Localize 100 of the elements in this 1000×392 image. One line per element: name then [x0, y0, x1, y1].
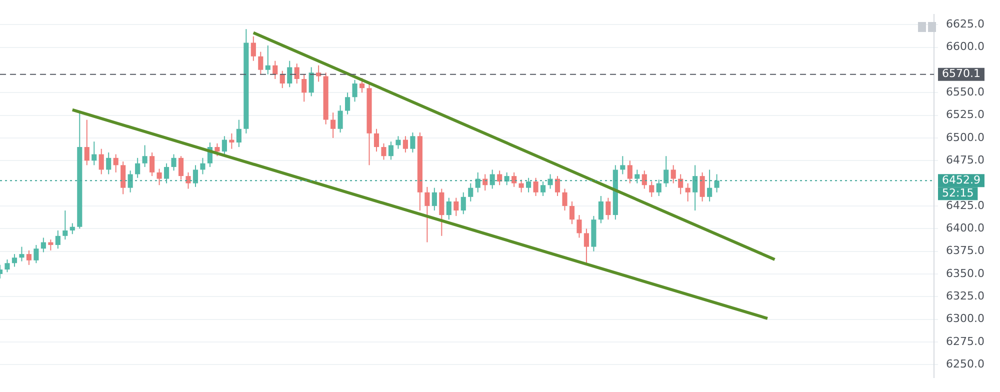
y-tick-label: 6250.0	[946, 358, 984, 371]
candlestick	[229, 132, 234, 150]
candlestick	[164, 162, 170, 184]
candlestick	[19, 246, 24, 262]
candlestick	[26, 250, 32, 266]
candlestick	[287, 60, 292, 88]
candlestick	[714, 174, 720, 193]
candlestick	[302, 74, 307, 102]
candlestick	[475, 172, 480, 193]
candlestick	[12, 254, 18, 268]
candlestick	[250, 36, 256, 62]
candlestick	[98, 148, 104, 175]
y-tick-label: 6625.0	[946, 17, 984, 30]
candlestick	[388, 141, 394, 160]
candlestick	[685, 182, 690, 202]
candlestick	[200, 157, 206, 175]
y-tick-label: 6425.0	[946, 198, 984, 212]
candlestick	[84, 119, 90, 166]
candlestick	[106, 152, 112, 175]
candlestick	[396, 136, 401, 150]
candlestick	[402, 136, 408, 153]
candlestick	[410, 132, 416, 153]
y-tick-label: 6325.0	[946, 290, 984, 303]
candlestick	[338, 104, 343, 134]
candlestick	[497, 170, 502, 186]
candlestick	[707, 169, 712, 202]
candlestick	[92, 141, 97, 166]
candlestick	[272, 60, 278, 80]
y-tick-label: 6275.0	[946, 334, 984, 348]
candlestick	[120, 161, 126, 195]
ref-line-label: 6570.1	[942, 67, 980, 80]
candlestick	[504, 172, 510, 186]
candlestick	[113, 154, 118, 173]
candlestick	[330, 112, 336, 138]
candlestick	[649, 180, 654, 198]
candlestick	[142, 144, 148, 168]
y-tick-label: 6400.0	[946, 222, 984, 235]
candlestick	[606, 197, 611, 220]
candlestick	[222, 136, 227, 157]
candlestick	[258, 51, 264, 75]
candlestick	[359, 78, 365, 94]
candlestick	[265, 44, 270, 75]
candlestick	[562, 188, 568, 212]
y-tick-label: 6375.0	[946, 244, 984, 258]
candlestick	[656, 179, 662, 196]
candlestick	[569, 200, 575, 225]
candlestick	[518, 179, 524, 193]
candlestick	[439, 188, 444, 236]
candlestick	[192, 164, 198, 188]
candlestick	[345, 92, 350, 115]
candlestick	[512, 172, 517, 188]
candlestick	[540, 180, 546, 196]
y-tick-label: 6350.0	[946, 266, 984, 280]
candlestick	[150, 152, 155, 177]
candlestick	[598, 196, 604, 224]
candlestick	[294, 63, 300, 84]
candlestick	[490, 169, 495, 190]
candlestick	[308, 66, 314, 97]
candlestick	[424, 186, 430, 243]
candlestick	[664, 156, 669, 188]
candlestick	[62, 210, 68, 240]
candlestick	[48, 239, 54, 251]
candlestick	[620, 156, 626, 175]
candlestick	[670, 164, 676, 184]
y-tick-label: 6550.0	[946, 85, 984, 98]
y-tick-label: 6300.0	[946, 312, 984, 326]
candlestick	[627, 160, 632, 184]
y-tick-label: 6500.0	[946, 130, 984, 144]
candlestick	[584, 228, 589, 266]
candlestick	[576, 214, 582, 238]
candlestick	[70, 222, 75, 235]
candlestick	[446, 197, 452, 220]
y-tick-label: 6475.0	[946, 153, 984, 166]
candlestick	[692, 164, 698, 212]
ref-line-label: 6452.9	[942, 174, 980, 187]
text: 52:15	[942, 186, 974, 200]
candlestick	[468, 182, 474, 202]
candlestick	[128, 170, 133, 193]
candlestick	[178, 156, 184, 180]
candlestick	[374, 128, 380, 152]
y-tick-label: 6525.0	[946, 108, 984, 122]
candlestick	[432, 187, 437, 212]
candlestick	[40, 237, 46, 253]
candlestick	[214, 142, 220, 157]
candlestick	[678, 174, 684, 195]
candlestick	[135, 157, 140, 178]
candlestick	[316, 64, 322, 82]
candlestick	[352, 79, 358, 102]
candlestick	[634, 169, 640, 184]
candlestick	[526, 177, 532, 193]
candlestick	[34, 244, 39, 264]
y-tick-label: 6600.0	[946, 40, 984, 54]
candlestick	[548, 174, 553, 190]
candlestick	[642, 170, 647, 190]
candlestick	[381, 142, 386, 160]
candlestick	[186, 172, 191, 190]
candlestick	[4, 258, 10, 273]
candlestick	[700, 172, 705, 202]
candlestick	[156, 168, 162, 186]
candlestick	[55, 230, 60, 250]
